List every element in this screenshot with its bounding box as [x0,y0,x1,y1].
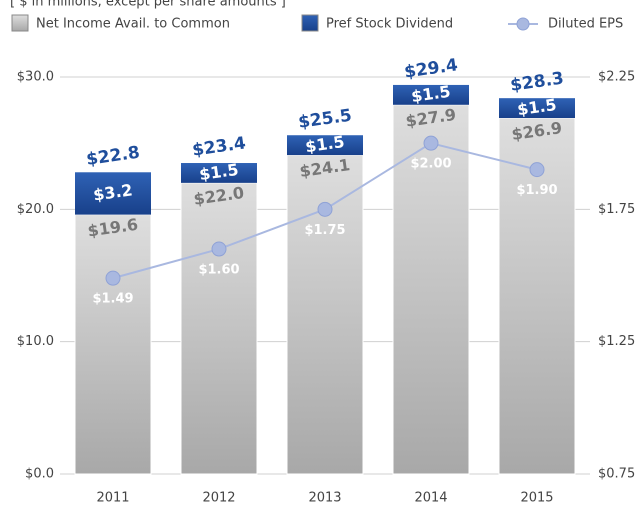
eps-point [423,135,439,151]
total-label: $23.4 [191,133,247,160]
y-tick-label: $20.0 [17,202,54,217]
eps-label: $1.60 [198,263,239,278]
bar-segment [75,172,151,215]
eps-label: $2.00 [410,157,451,172]
bar-segment [498,117,576,475]
legend-label: Diluted EPS [548,17,623,32]
total-label: $22.8 [85,143,141,170]
x-tick-label: 2013 [308,491,341,506]
x-tick-label: 2015 [520,491,553,506]
legend-label: Net Income Avail. to Common [36,17,230,32]
eps-point [529,162,545,178]
x-tick-label: 2014 [414,491,447,506]
y2-tick-label: $0.75 [598,467,635,482]
total-label: $29.4 [403,55,459,82]
legend-marker [516,17,530,31]
eps-label: $1.90 [516,183,557,198]
y-tick-label: $10.0 [17,334,54,349]
y2-tick-label: $2.25 [598,70,635,85]
bar-segment [180,182,258,475]
legend-label: Pref Stock Dividend [326,17,453,32]
eps-point [105,270,121,286]
x-tick-label: 2011 [96,491,129,506]
bar-segment [393,84,469,105]
x-tick-label: 2012 [202,491,235,506]
legend-swatch [11,14,29,32]
eps-point [317,201,333,217]
y-tick-label: $30.0 [17,70,54,85]
y2-tick-label: $1.75 [598,202,635,217]
eps-point [211,241,227,257]
total-label: $25.5 [297,106,353,133]
y2-tick-label: $1.25 [598,334,635,349]
y-tick-label: $0.0 [25,467,54,482]
bar-segment [181,163,257,183]
total-label: $28.3 [509,69,565,96]
eps-label: $1.75 [304,223,345,238]
bar-segment [74,214,152,475]
bar-segment [287,135,363,156]
eps-label: $1.49 [92,292,133,307]
subtitle: [ $ in millions, except per share amount… [10,0,286,10]
legend-swatch [301,14,319,32]
bar-segment [499,98,575,119]
bar-segment [392,104,470,475]
